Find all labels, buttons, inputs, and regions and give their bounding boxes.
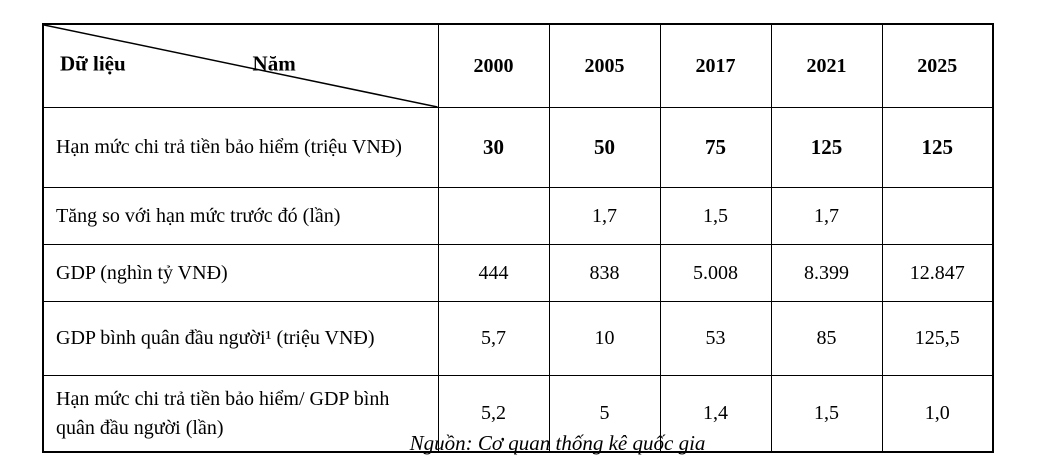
row-label: Hạn mức chi trả tiền bảo hiểm (triệu VNĐ… [42, 107, 439, 188]
value-cell: 444 [437, 244, 550, 302]
value-cell: 53 [659, 301, 772, 376]
value-cell: 838 [548, 244, 661, 302]
table-row-gdp: GDP (nghìn tỷ VNĐ) 444 838 5.008 8.399 1… [42, 244, 994, 302]
year-header-2000: 2000 [437, 23, 550, 108]
value-cell: 1,7 [548, 187, 661, 245]
value-cell: 1,5 [770, 375, 883, 453]
value-cell: 1,7 [770, 187, 883, 245]
diagonal-divider-line [44, 25, 438, 107]
value-cell: 125,5 [881, 301, 994, 376]
value-cell: 5,7 [437, 301, 550, 376]
value-cell: 5.008 [659, 244, 772, 302]
value-cell: 50 [548, 107, 661, 188]
value-cell: 5,2 [437, 375, 550, 453]
row-label: GDP bình quân đầu người¹ (triệu VNĐ) [42, 301, 439, 376]
value-cell: 1,5 [659, 187, 772, 245]
value-cell [437, 187, 550, 245]
value-cell: 30 [437, 107, 550, 188]
value-cell [881, 187, 994, 245]
value-cell: 125 [770, 107, 883, 188]
source-note: Nguồn: Cơ quan thống kê quốc gia [409, 431, 706, 455]
corner-label-year: Năm [252, 51, 296, 76]
value-cell: 5 [548, 375, 661, 453]
corner-cell: Dữ liệu Năm [42, 23, 439, 108]
row-label: Hạn mức chi trả tiền bảo hiểm/ GDP bình … [42, 375, 439, 453]
year-header-2021: 2021 [770, 23, 883, 108]
value-cell: 125 [881, 107, 994, 188]
table-row-insurance-limit: Hạn mức chi trả tiền bảo hiểm (triệu VNĐ… [42, 107, 994, 188]
value-cell: 1,4 [659, 375, 772, 453]
table-header-row: Dữ liệu Năm 2000 2005 2017 2021 2025 [42, 23, 994, 108]
value-cell: 12.847 [881, 244, 994, 302]
row-label: GDP (nghìn tỷ VNĐ) [42, 244, 439, 302]
table-row-growth-ratio: Tăng so với hạn mức trước đó (lần) 1,7 1… [42, 187, 994, 245]
value-cell: 75 [659, 107, 772, 188]
statistics-table: Dữ liệu Năm 2000 2005 2017 2021 2025 Hạn… [42, 23, 994, 453]
table-row-limit-over-gdp-per-capita: Hạn mức chi trả tiền bảo hiểm/ GDP bình … [42, 375, 994, 453]
corner-label-data: Dữ liệu [60, 51, 126, 76]
table-row-gdp-per-capita: GDP bình quân đầu người¹ (triệu VNĐ) 5,7… [42, 301, 994, 376]
year-header-2025: 2025 [881, 23, 994, 108]
value-cell: 10 [548, 301, 661, 376]
row-label: Tăng so với hạn mức trước đó (lần) [42, 187, 439, 245]
year-header-2017: 2017 [659, 23, 772, 108]
value-cell: 1,0 [881, 375, 994, 453]
value-cell: 85 [770, 301, 883, 376]
value-cell: 8.399 [770, 244, 883, 302]
year-header-2005: 2005 [548, 23, 661, 108]
